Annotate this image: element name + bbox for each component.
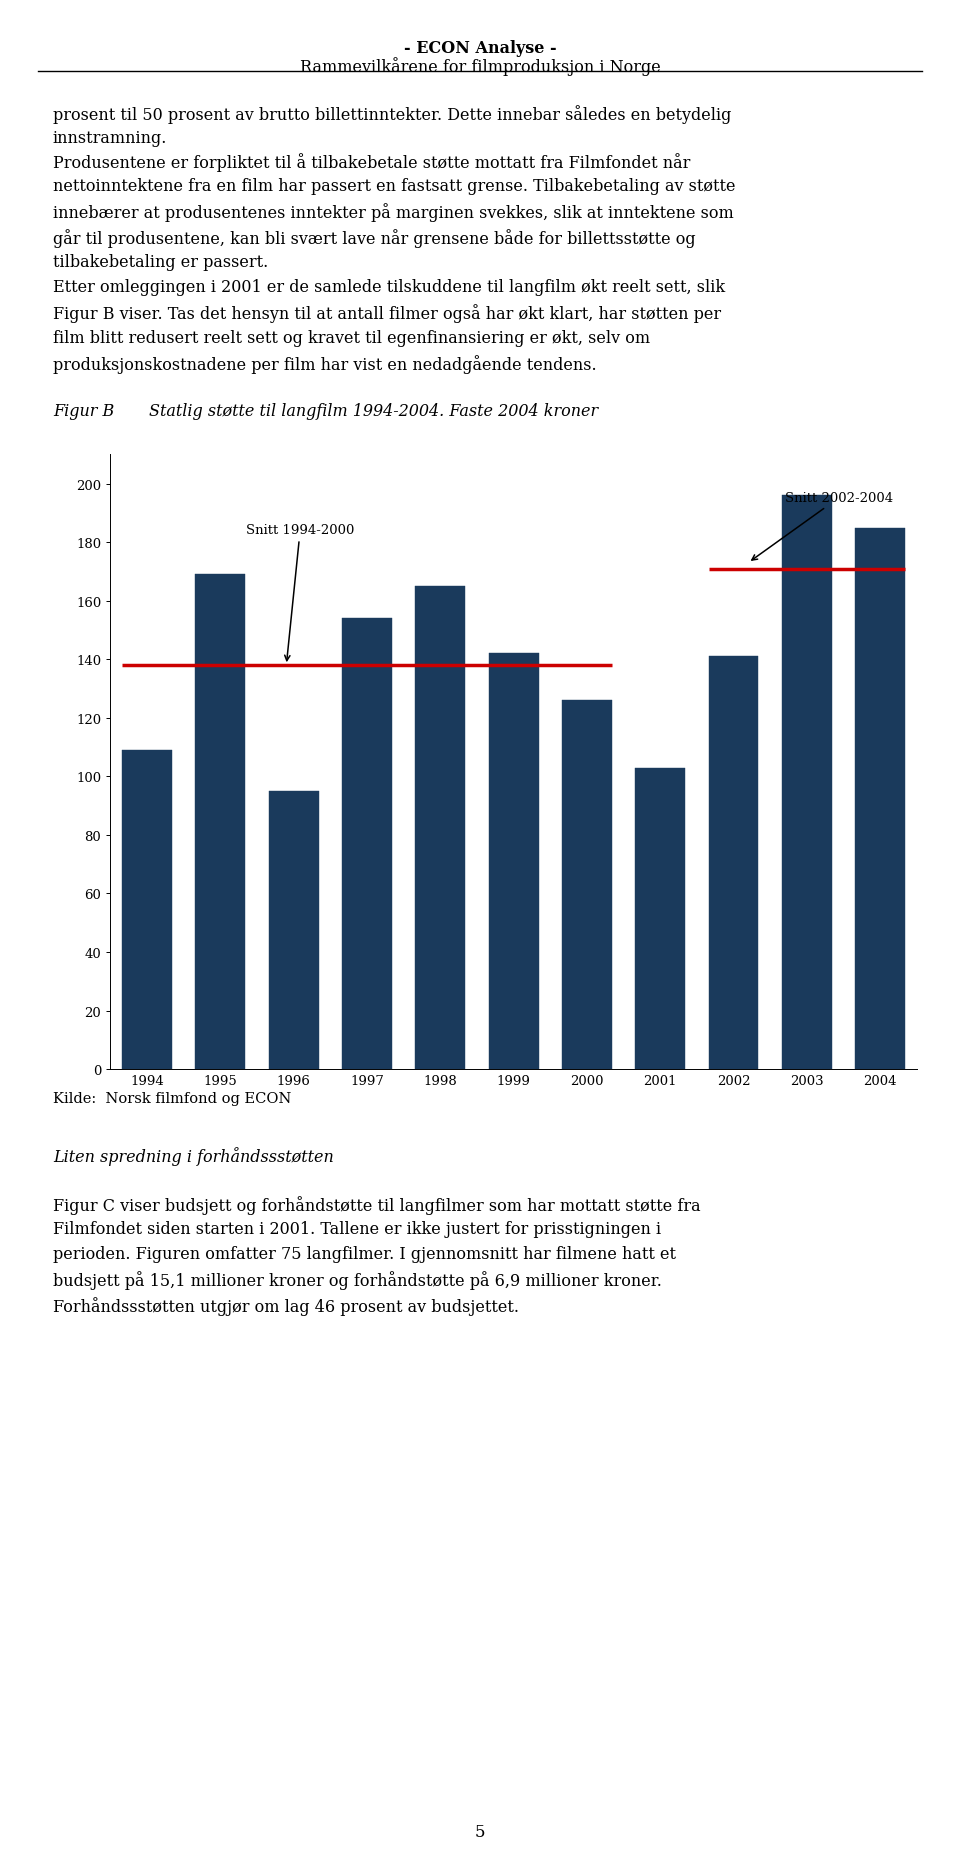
Text: Filmfondet siden starten i 2001. Tallene er ikke justert for prisstigningen i: Filmfondet siden starten i 2001. Tallene… xyxy=(53,1221,660,1238)
Text: perioden. Figuren omfatter 75 langfilmer. I gjennomsnitt har filmene hatt et: perioden. Figuren omfatter 75 langfilmer… xyxy=(53,1246,676,1262)
Text: Figur B viser. Tas det hensyn til at antall filmer også har økt klart, har støtt: Figur B viser. Tas det hensyn til at ant… xyxy=(53,303,721,324)
Text: film blitt redusert reelt sett og kravet til egenfinansiering er økt, selv om: film blitt redusert reelt sett og kravet… xyxy=(53,330,650,347)
Text: Rammevilkårene for filmproduksjon i Norge: Rammevilkårene for filmproduksjon i Norg… xyxy=(300,56,660,77)
Bar xyxy=(416,586,466,1069)
Text: Snitt 2002-2004: Snitt 2002-2004 xyxy=(752,493,893,560)
Text: går til produsentene, kan bli svært lave når grensene både for billettsstøtte og: går til produsentene, kan bli svært lave… xyxy=(53,229,695,247)
Text: budsjett på 15,1 millioner kroner og forhåndstøtte på 6,9 millioner kroner.: budsjett på 15,1 millioner kroner og for… xyxy=(53,1270,661,1290)
Text: Statlig støtte til langfilm 1994-2004. Faste 2004 kroner: Statlig støtte til langfilm 1994-2004. F… xyxy=(149,403,598,420)
Bar xyxy=(636,768,685,1069)
Bar xyxy=(269,792,319,1069)
Text: Forhåndssstøtten utgjør om lag 46 prosent av budsjettet.: Forhåndssstøtten utgjør om lag 46 prosen… xyxy=(53,1296,518,1315)
Text: innebærer at produsentenes inntekter på marginen svekkes, slik at inntektene som: innebærer at produsentenes inntekter på … xyxy=(53,204,733,223)
Text: Etter omleggingen i 2001 er de samlede tilskuddene til langfilm økt reelt sett, : Etter omleggingen i 2001 er de samlede t… xyxy=(53,279,725,296)
Bar xyxy=(122,751,172,1069)
Text: Liten spredning i forhåndssstøtten: Liten spredning i forhåndssstøtten xyxy=(53,1146,333,1165)
Text: Produsentene er forpliktet til å tilbakebetale støtte mottatt fra Filmfondet når: Produsentene er forpliktet til å tilbake… xyxy=(53,154,690,172)
Bar xyxy=(196,575,246,1069)
Text: - ECON Analyse -: - ECON Analyse - xyxy=(404,41,556,58)
Text: Kilde:  Norsk filmfond og ECON: Kilde: Norsk filmfond og ECON xyxy=(53,1090,291,1105)
Text: Snitt 1994-2000: Snitt 1994-2000 xyxy=(246,524,354,661)
Bar xyxy=(342,618,392,1069)
Text: Figur B: Figur B xyxy=(53,403,114,420)
Text: 5: 5 xyxy=(475,1822,485,1839)
Bar xyxy=(708,657,758,1069)
Text: tilbakebetaling er passert.: tilbakebetaling er passert. xyxy=(53,255,268,272)
Text: innstramning.: innstramning. xyxy=(53,131,167,148)
Text: nettoinntektene fra en film har passert en fastsatt grense. Tilbakebetaling av s: nettoinntektene fra en film har passert … xyxy=(53,178,735,195)
Bar xyxy=(855,528,905,1069)
Text: produksjonskostnadene per film har vist en nedadgående tendens.: produksjonskostnadene per film har vist … xyxy=(53,356,596,375)
Text: prosent til 50 prosent av brutto billettinntekter. Dette innebar således en bety: prosent til 50 prosent av brutto billett… xyxy=(53,105,732,124)
Text: Figur C viser budsjett og forhåndstøtte til langfilmer som har mottatt støtte fr: Figur C viser budsjett og forhåndstøtte … xyxy=(53,1195,701,1214)
Bar xyxy=(562,701,612,1069)
Bar xyxy=(489,654,539,1069)
Bar xyxy=(781,496,831,1069)
